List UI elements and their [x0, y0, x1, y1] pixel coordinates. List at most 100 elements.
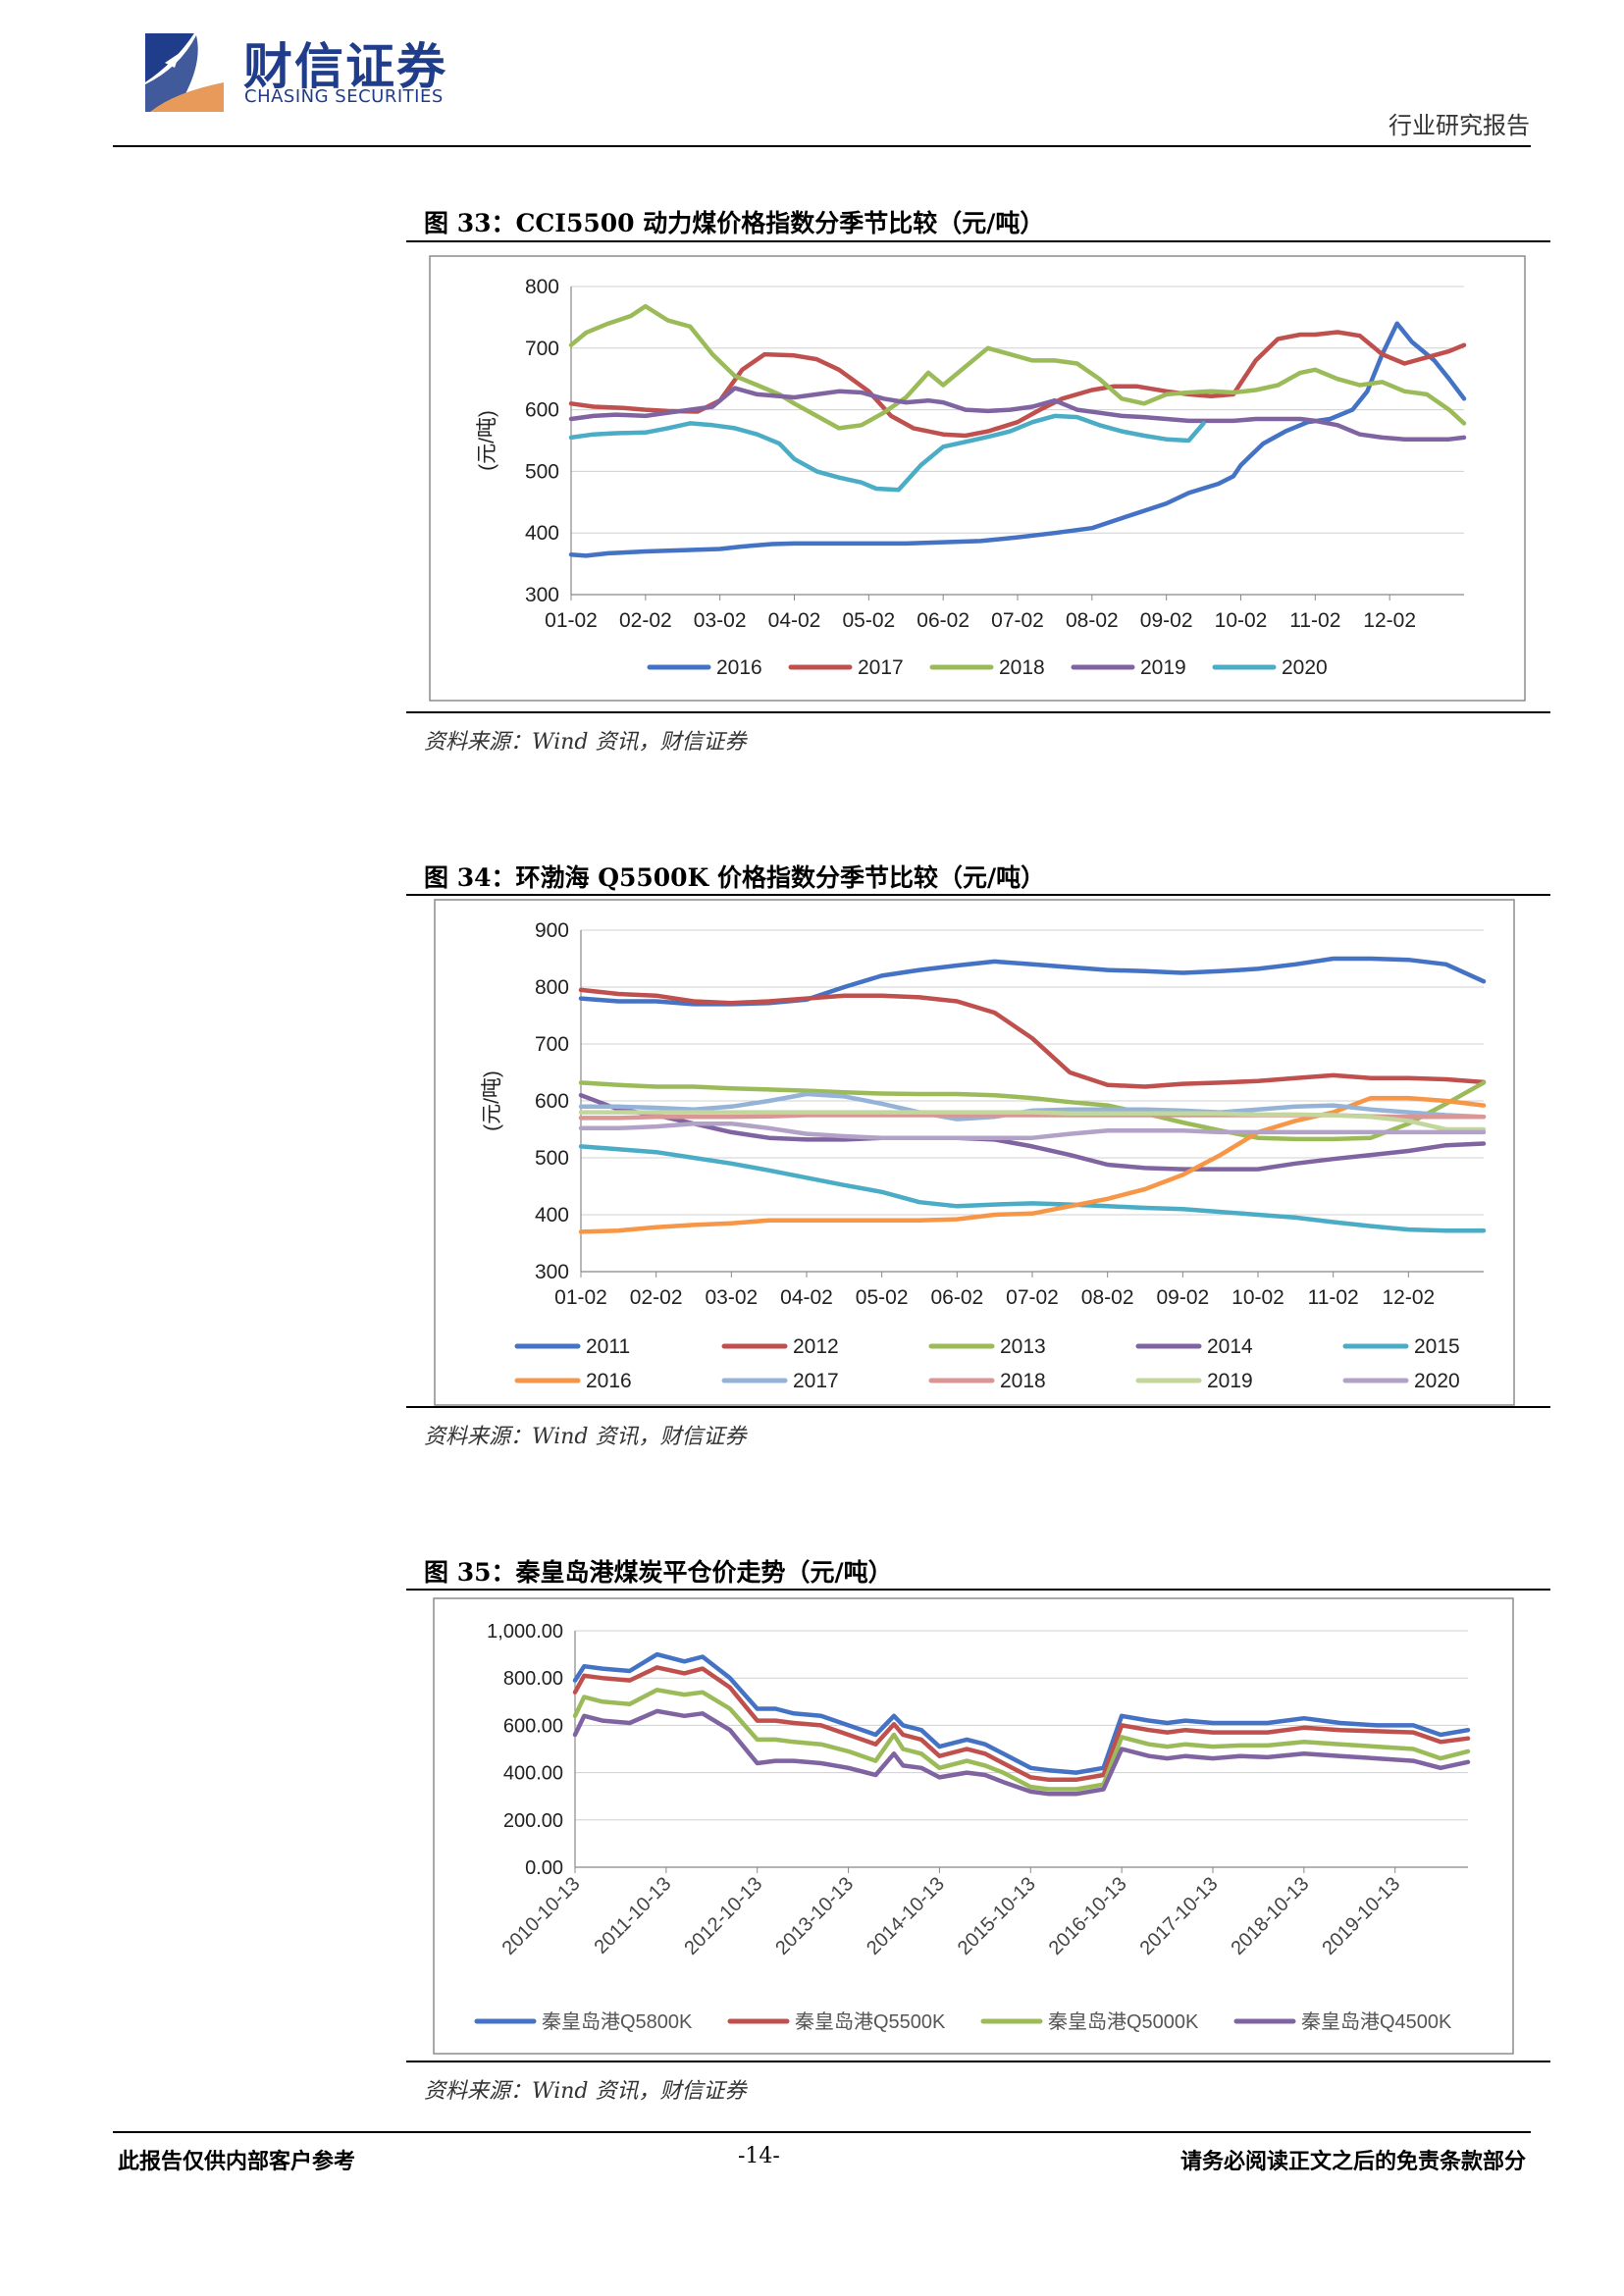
figure-33-source: 资料来源：Wind 资讯，财信证券 — [424, 730, 747, 755]
company-logo — [135, 24, 234, 117]
y-tick-label: 400 — [525, 522, 559, 545]
footer-divider — [113, 2131, 1531, 2133]
x-tick-label: 09-02 — [1140, 609, 1193, 632]
series-line-2016 — [578, 1095, 1487, 1234]
y-tick-label: 700 — [525, 338, 559, 360]
series-line-2017 — [568, 330, 1467, 439]
figure-35-top-rule — [406, 1589, 1550, 1591]
logo-en-text: CHASING SECURITIES — [244, 86, 444, 107]
bohai-q5500k-chart: 300 400 500 600 700 800 900 01-02 02-02 03-02 04-0… — [434, 899, 1515, 1406]
y-tick-label: 800.00 — [503, 1668, 563, 1690]
series-line-2012 — [578, 987, 1487, 1089]
series-line-2015 — [578, 1144, 1487, 1233]
chart-frame — [429, 255, 1526, 702]
page-number: -14- — [738, 2144, 780, 2168]
x-tick-label: 11-02 — [1289, 609, 1340, 632]
legend-label: 2016 — [716, 656, 762, 679]
legend-label: 2016 — [586, 1370, 632, 1392]
y-tick-label: 600 — [525, 399, 559, 422]
legend-label: 2017 — [793, 1370, 839, 1392]
y-tick-label: 600.00 — [503, 1715, 563, 1737]
legend-label: 2020 — [1414, 1370, 1460, 1392]
y-tick-label: 400 — [535, 1204, 569, 1226]
legend-label: 秦皇岛港Q4500K — [1301, 2010, 1452, 2033]
x-tick-label: 02-02 — [619, 609, 672, 632]
cci5500-chart: 300 400 500 600 700 800 01-02 02-02 03-02 04-02 05… — [429, 255, 1526, 702]
series-line-秦皇岛港Q5500K — [572, 1665, 1471, 1783]
y-tick-label: 800 — [525, 276, 559, 298]
x-tick-label: 05-02 — [856, 1286, 909, 1309]
figure-33-top-rule — [406, 240, 1550, 242]
series-line-2019 — [568, 386, 1467, 442]
figure-35-bottom-rule — [406, 2061, 1550, 2062]
figure-35-title: 图 35：秦皇岛港煤炭平仓价走势（元/吨） — [424, 1558, 893, 1587]
legend-label: 2020 — [1282, 656, 1328, 679]
x-tick-label: 08-02 — [1081, 1286, 1134, 1309]
figure-34-title: 图 34：环渤海 Q5500K 价格指数分季节比较（元/吨） — [424, 863, 1046, 892]
footer-disclaimer-right: 请务必阅读正文之后的免责条款部分 — [1179, 2149, 1526, 2174]
y-tick-label: 1,000.00 — [487, 1621, 563, 1643]
x-tick-label: 07-02 — [991, 609, 1044, 632]
chart-frame — [434, 899, 1515, 1406]
x-tick-label: 02-02 — [630, 1286, 683, 1309]
logo-emblem-icon — [145, 33, 229, 117]
figure-33-bottom-rule — [406, 711, 1550, 713]
series-line-秦皇岛港Q5000K — [572, 1688, 1471, 1792]
figure-34-source: 资料来源：Wind 资讯，财信证券 — [424, 1425, 747, 1449]
x-tick-label: 08-02 — [1066, 609, 1119, 632]
x-tick-label: 07-02 — [1006, 1286, 1059, 1309]
y-axis-label: (元/吨) — [481, 1070, 503, 1131]
x-tick-label: 12-02 — [1363, 609, 1416, 632]
x-tick-label: 10-02 — [1231, 1286, 1284, 1309]
legend-label: 秦皇岛港Q5000K — [1048, 2010, 1199, 2033]
x-tick-label: 01-02 — [545, 609, 598, 632]
series-line-2013 — [578, 1080, 1487, 1142]
legend-label: 2014 — [1207, 1335, 1253, 1358]
legend-label: 2015 — [1414, 1335, 1460, 1358]
series-line-2020 — [578, 1121, 1487, 1140]
legend-label: 2017 — [858, 656, 904, 679]
x-tick-label: 03-02 — [705, 1286, 758, 1309]
series-line-2020 — [568, 413, 1206, 493]
figure-34-top-rule — [406, 894, 1550, 896]
y-tick-label: 300 — [525, 584, 559, 606]
legend-label: 2018 — [1000, 1370, 1046, 1392]
y-tick-label: 900 — [535, 919, 569, 942]
y-axis-label: (元/吨) — [476, 410, 498, 471]
y-tick-label: 500 — [535, 1147, 569, 1170]
y-tick-label: 500 — [525, 460, 559, 483]
x-tick-label: 11-02 — [1308, 1286, 1359, 1309]
y-tick-label: 800 — [535, 976, 569, 999]
y-tick-label: 0.00 — [525, 1857, 563, 1879]
legend-label: 秦皇岛港Q5800K — [542, 2010, 693, 2033]
series-line-秦皇岛港Q5800K — [572, 1651, 1471, 1775]
x-tick-label: 04-02 — [768, 609, 821, 632]
series-line-2014 — [578, 1092, 1487, 1172]
x-tick-label: 03-02 — [694, 609, 747, 632]
legend-label: 2019 — [1140, 656, 1186, 679]
legend-label: 2011 — [586, 1335, 630, 1358]
x-tick-label: 06-02 — [930, 1286, 983, 1309]
series-line-秦皇岛港Q4500K — [572, 1708, 1471, 1797]
x-tick-label: 05-02 — [842, 609, 895, 632]
y-tick-label: 600 — [535, 1090, 569, 1113]
y-tick-label: 400.00 — [503, 1763, 563, 1785]
x-tick-label: 10-02 — [1215, 609, 1268, 632]
y-tick-label: 300 — [535, 1261, 569, 1283]
y-tick-label: 200.00 — [503, 1810, 563, 1832]
x-tick-label: 04-02 — [780, 1286, 833, 1309]
report-type: 行业研究报告 — [1388, 112, 1530, 139]
legend-label: 秦皇岛港Q5500K — [795, 2010, 946, 2033]
figure-34-bottom-rule — [406, 1406, 1550, 1408]
qinhuangdao-price-chart: 0.00200.00400.00600.00800.001,000.002010… — [433, 1597, 1514, 2055]
footer-disclaimer-left: 此报告仅供内部客户参考 — [118, 2149, 356, 2174]
x-tick-label: 01-02 — [554, 1286, 607, 1309]
x-tick-label: 09-02 — [1156, 1286, 1209, 1309]
y-tick-label: 700 — [535, 1033, 569, 1056]
legend-label: 2013 — [1000, 1335, 1046, 1358]
figure-33-title: 图 33：CCI5500 动力煤价格指数分季节比较（元/吨） — [424, 209, 1045, 237]
logo-cn-text: 财信证券 — [243, 38, 447, 95]
legend-label: 2012 — [793, 1335, 839, 1358]
x-tick-label: 12-02 — [1382, 1286, 1435, 1309]
series-line-2018 — [568, 303, 1467, 431]
